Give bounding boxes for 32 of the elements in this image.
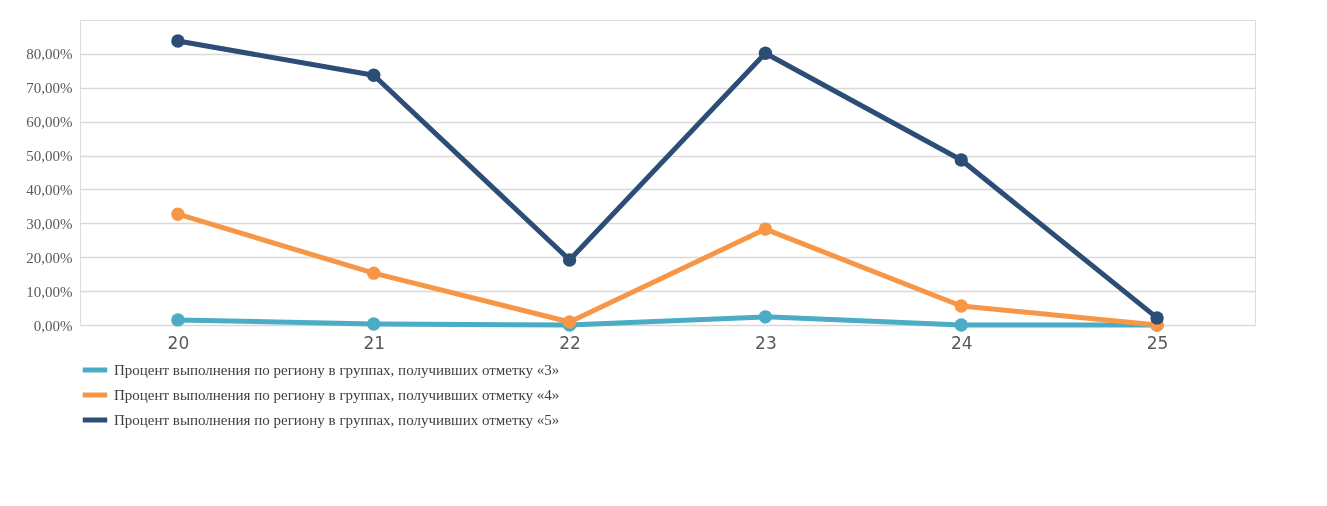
x-tick-label: 25 <box>1146 332 1169 353</box>
y-tick-label: 50,00% <box>26 148 73 165</box>
point <box>367 317 381 331</box>
legend-label: Процент выполнения по региону в группах, получивших отметку «4» <box>114 387 560 403</box>
point <box>954 318 968 332</box>
point <box>1150 311 1164 325</box>
y-tick-label: 80,00% <box>26 46 73 63</box>
y-tick-label: 70,00% <box>26 80 73 97</box>
y-tick-label: 10,00% <box>26 283 73 300</box>
y-tick-label: 0,00% <box>33 317 73 334</box>
point <box>367 68 381 82</box>
point <box>171 207 185 221</box>
y-tick-label: 40,00% <box>26 181 73 198</box>
point <box>758 310 773 324</box>
x-tick-label: 23 <box>755 332 777 353</box>
x-tick-label: 24 <box>950 332 973 353</box>
point <box>562 253 577 267</box>
point <box>171 313 185 327</box>
legend-label: Процент выполнения по региону в группах, получивших отметку «5» <box>114 412 560 428</box>
point <box>758 46 773 60</box>
x-tick-label: 20 <box>167 332 190 353</box>
y-tick-label: 60,00% <box>26 114 73 131</box>
point <box>171 34 185 48</box>
point <box>954 153 968 167</box>
y-tick-label: 30,00% <box>26 215 73 232</box>
x-tick-label: 21 <box>363 332 386 353</box>
point <box>954 299 968 313</box>
y-tick-label: 20,00% <box>26 249 73 266</box>
point <box>758 222 773 236</box>
x-tick-label: 22 <box>559 332 581 353</box>
point <box>367 266 381 280</box>
legend-label: Процент выполнения по региону в группах, получивших отметку «3» <box>114 362 560 378</box>
